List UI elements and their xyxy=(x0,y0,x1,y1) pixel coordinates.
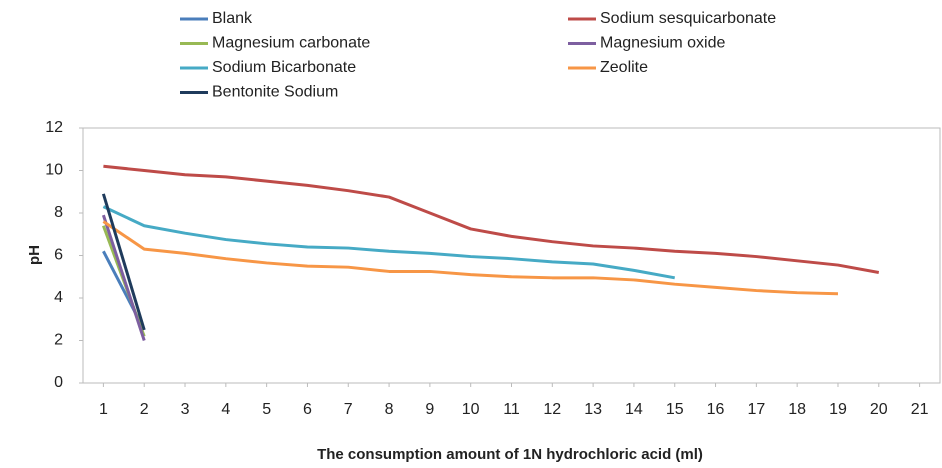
x-axis-title: The consumption amount of 1N hydrochlori… xyxy=(317,446,703,463)
x-tick-label: 16 xyxy=(707,401,725,418)
legend-label: Magnesium carbonate xyxy=(212,35,370,52)
legend-label: Blank xyxy=(212,10,253,27)
x-tick-label: 15 xyxy=(666,401,684,418)
x-tick-label: 12 xyxy=(543,401,561,418)
x-tick-label: 18 xyxy=(788,401,806,418)
data-line xyxy=(103,164,880,274)
y-tick-label: 4 xyxy=(54,289,63,306)
data-line xyxy=(102,205,676,280)
x-tick-label: 13 xyxy=(584,401,602,418)
x-tick-label: 10 xyxy=(462,401,480,418)
x-tick-label: 11 xyxy=(503,401,520,418)
y-tick-label: 2 xyxy=(54,332,63,349)
x-tick-label: 1 xyxy=(99,401,108,418)
x-tick-label: 14 xyxy=(625,401,643,418)
legend-label: Magnesium oxide xyxy=(600,35,726,52)
x-tick-label: 5 xyxy=(262,401,271,418)
legend-label: Bentonite Sodium xyxy=(212,84,338,101)
y-axis-title: pH xyxy=(26,245,43,265)
y-tick-label: 12 xyxy=(45,119,63,136)
x-tick-label: 9 xyxy=(425,401,434,418)
data-line xyxy=(101,193,146,331)
x-tick-label: 17 xyxy=(747,401,765,418)
legend-label: Sodium sesquicarbonate xyxy=(600,10,776,27)
x-tick-label: 3 xyxy=(181,401,190,418)
x-tick-label: 8 xyxy=(385,401,394,418)
x-tick-label: 4 xyxy=(221,401,230,418)
x-tick-label: 7 xyxy=(344,401,353,418)
x-tick-label: 6 xyxy=(303,401,312,418)
x-tick-label: 20 xyxy=(870,401,888,418)
data-line xyxy=(102,220,839,296)
y-tick-label: 8 xyxy=(54,204,63,221)
legend-label: Sodium Bicarbonate xyxy=(212,59,356,76)
data-line xyxy=(101,214,146,341)
x-tick-label: 2 xyxy=(140,401,149,418)
x-tick-label: 21 xyxy=(911,401,929,418)
legend-label: Zeolite xyxy=(600,59,648,76)
y-tick-label: 0 xyxy=(54,374,63,391)
y-tick-label: 6 xyxy=(54,247,63,264)
x-tick-label: 19 xyxy=(829,401,847,418)
y-tick-label: 10 xyxy=(45,162,63,179)
